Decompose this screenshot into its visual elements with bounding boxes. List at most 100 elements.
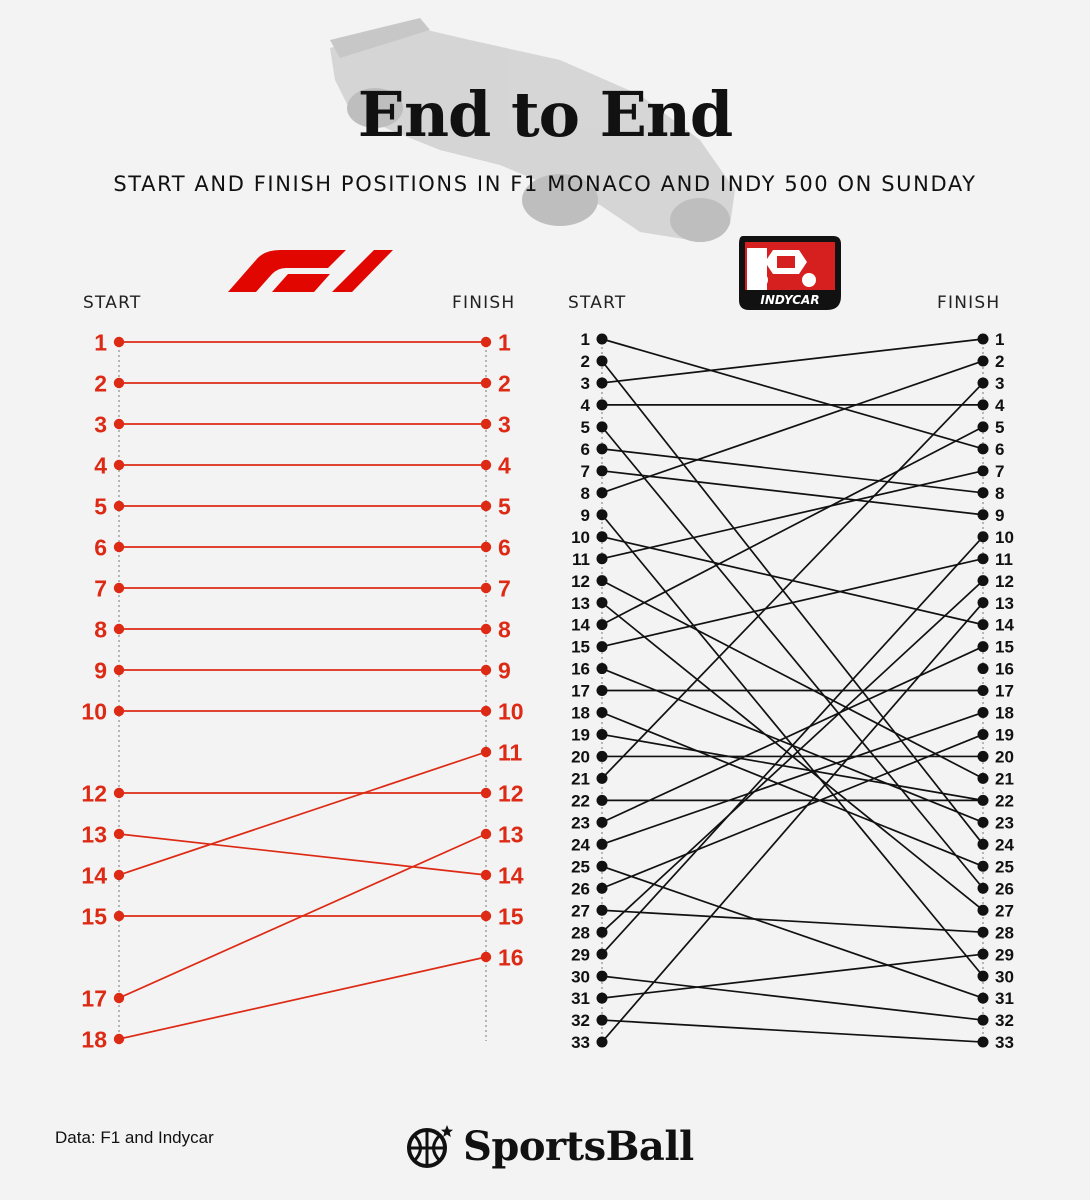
indy-position-line [601, 733, 984, 802]
indy-finish-point [977, 443, 989, 455]
f1-start-point [113, 336, 125, 348]
f1-finish-point [480, 664, 492, 676]
f1-finish-label: 4 [498, 452, 511, 478]
f1-start-label: 1 [94, 329, 107, 355]
f1-start-label: 6 [94, 534, 107, 560]
source-note: Data: F1 and Indycar [55, 1128, 214, 1147]
indy-start-point [596, 509, 608, 521]
indy-finish-label: 3 [995, 374, 1004, 393]
indy-start-label: 22 [571, 791, 590, 810]
f1-start-label: 18 [81, 1026, 107, 1052]
indy-finish-label: 31 [995, 989, 1014, 1008]
indy-start-point [596, 355, 608, 367]
indy-start-point [596, 333, 608, 345]
f1-start-point [113, 377, 125, 389]
f1-finish-point [480, 787, 492, 799]
indy-finish-point [977, 399, 989, 411]
page-title: End to End [357, 78, 734, 151]
indy-finish-label: 28 [995, 923, 1014, 942]
indy-start-point [596, 597, 608, 609]
indy-start-point [596, 948, 608, 960]
f1-logo [228, 250, 393, 292]
indy-position-line [601, 602, 984, 1043]
f1-finish-point [480, 500, 492, 512]
indy-start-label: 1 [581, 330, 590, 349]
indy-start-label: START [568, 293, 627, 313]
indy-finish-label: 26 [995, 879, 1014, 898]
indy-finish-point [977, 882, 989, 894]
f1-start-point [113, 828, 125, 840]
indy-finish-point [977, 728, 989, 740]
f1-finish-point [480, 377, 492, 389]
indy-start-label: 6 [581, 440, 590, 459]
f1-finish-point [480, 746, 492, 758]
indy-start-point [596, 728, 608, 740]
indy-position-line [601, 711, 984, 868]
indy-start-point [596, 663, 608, 675]
indy-position-line [601, 360, 984, 494]
indy-start-point [596, 1036, 608, 1048]
f1-start-point [113, 582, 125, 594]
f1-start-label: 5 [94, 493, 107, 519]
indy-start-label: 18 [571, 704, 590, 723]
f1-finish-point [480, 418, 492, 430]
f1-start-point [113, 500, 125, 512]
f1-start-point [113, 623, 125, 635]
indy-start-label: 9 [581, 506, 590, 525]
indy-finish-label: 7 [995, 462, 1004, 481]
indy-start-label: 14 [571, 616, 590, 635]
indy-finish-label: 17 [995, 682, 1014, 701]
indy-position-line [601, 448, 984, 494]
indy-start-point [596, 860, 608, 872]
indy-start-label: 21 [571, 770, 590, 789]
f1-finish-point [480, 623, 492, 635]
indy-start-label: 11 [572, 550, 590, 569]
f1-finish-label: 6 [498, 534, 511, 560]
f1-finish-label: 1 [498, 329, 511, 355]
indy-finish-point [977, 838, 989, 850]
indy-start-label: 23 [571, 813, 590, 832]
indy-start-label: 32 [571, 1011, 590, 1030]
indy-start-point [596, 531, 608, 543]
f1-finish-label: 8 [498, 616, 511, 642]
indy-finish-point [977, 487, 989, 499]
indy-position-line [601, 469, 984, 560]
indy-finish-label: FINISH [937, 293, 1001, 313]
indy-position-line [601, 909, 984, 934]
indy-finish-point [977, 641, 989, 653]
f1-finish-label: 16 [498, 944, 524, 970]
f1-finish-label: 9 [498, 657, 511, 683]
f1-finish-label: FINISH [452, 293, 516, 313]
indy-start-label: 12 [571, 572, 590, 591]
indy-start-point [596, 970, 608, 982]
indy-start-label: 2 [581, 352, 590, 371]
indy-finish-label: 10 [995, 528, 1014, 547]
f1-finish-label: 13 [498, 821, 524, 847]
indy-start-label: 8 [581, 484, 590, 503]
indy-position-line [601, 975, 984, 1021]
indy-start-point [596, 685, 608, 697]
indy-finish-point [977, 531, 989, 543]
indy-start-point [596, 750, 608, 762]
indy-start-point [596, 575, 608, 587]
indy-finish-point [977, 992, 989, 1004]
indy-start-point [596, 1014, 608, 1026]
indy-position-line [601, 953, 984, 999]
indy-finish-point [977, 970, 989, 982]
indy-finish-point [977, 1036, 989, 1048]
indy-start-label: 26 [571, 879, 590, 898]
indy-position-line [601, 645, 984, 824]
indy-finish-label: 29 [995, 945, 1014, 964]
f1-start-label: 17 [81, 985, 107, 1011]
indy-start-label: 4 [581, 396, 591, 415]
f1-finish-label: 15 [498, 903, 524, 929]
indy-finish-label: 19 [995, 726, 1014, 745]
indy-start-label: 16 [571, 660, 590, 679]
indy-finish-label: 20 [995, 748, 1014, 767]
f1-start-label: 10 [81, 698, 107, 724]
indy-finish-label: 33 [995, 1033, 1014, 1052]
f1-start-label: 12 [81, 780, 107, 806]
indycar-logo: INDYCAR [739, 236, 841, 310]
indy-position-line [601, 469, 984, 516]
